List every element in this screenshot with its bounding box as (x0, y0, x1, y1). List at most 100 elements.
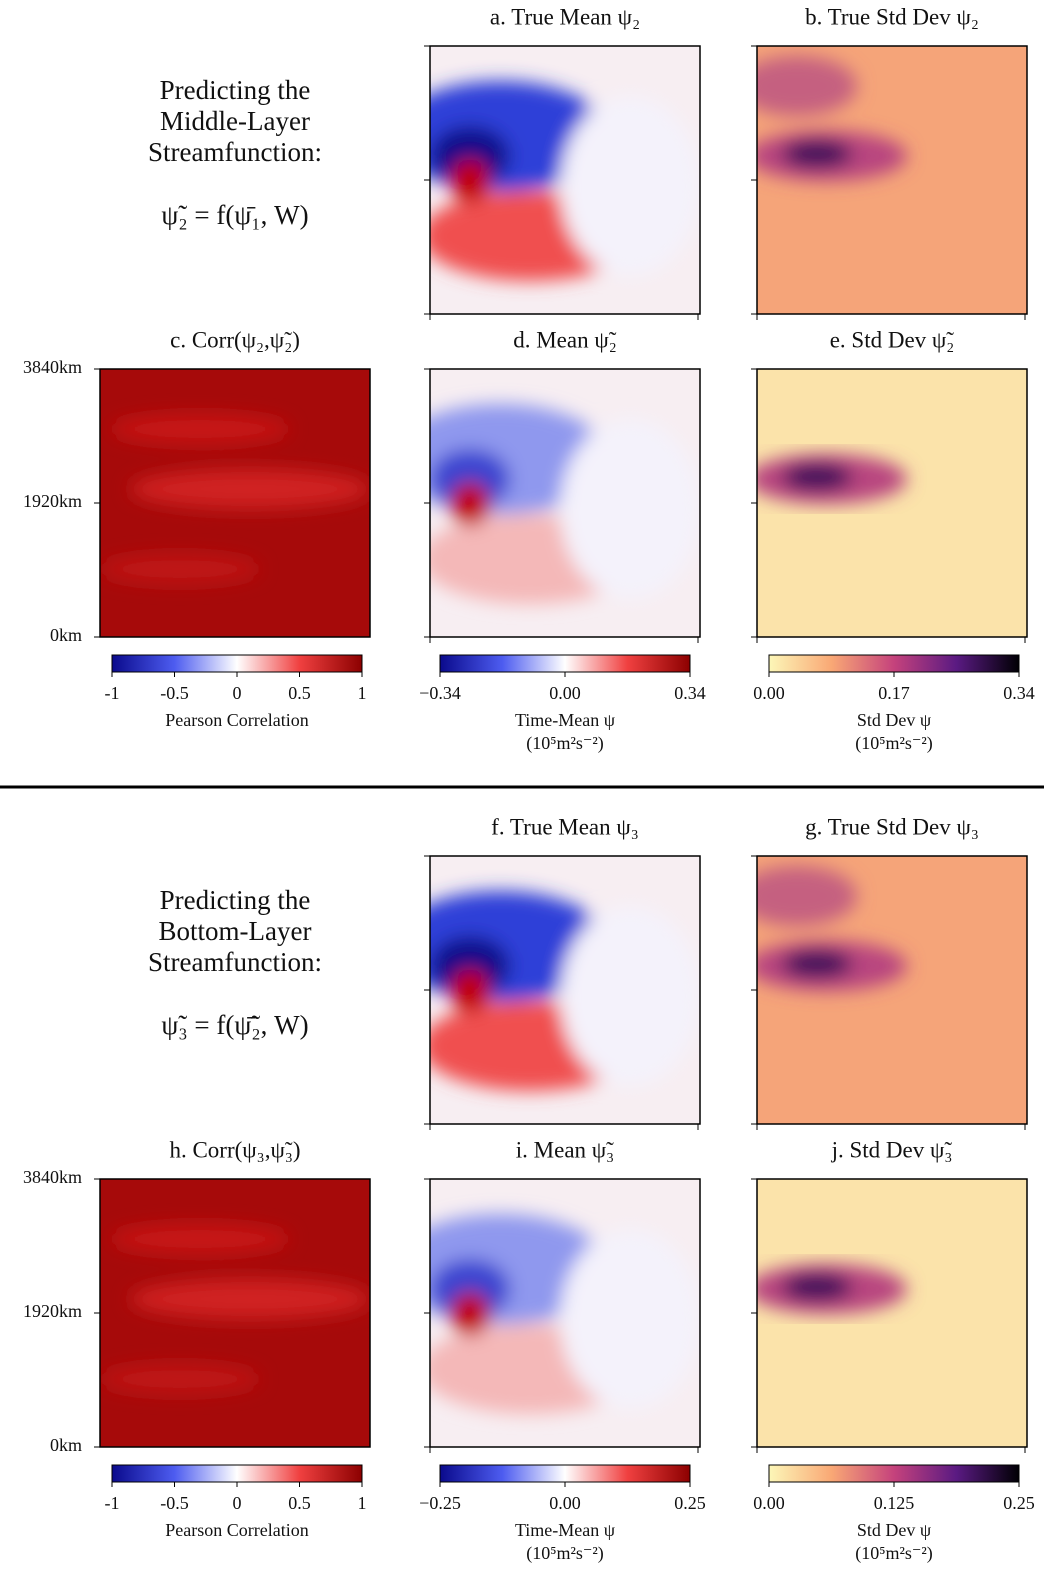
heatmap (757, 1179, 1027, 1447)
field-blobs (100, 1224, 370, 1394)
colorbar-tick-label: −0.25 (419, 1493, 461, 1513)
colorbar-tick-label: 1 (358, 1493, 367, 1513)
panel-title: g. True Std Dev ψ₃ (805, 814, 979, 839)
colorbar-tick-label: 0.34 (674, 683, 706, 703)
colorbar-label: Time-Mean ψ (515, 710, 616, 730)
colorbar (439, 1464, 691, 1483)
y-tick-label: 3840km (23, 1167, 82, 1187)
y-tick-label: 1920km (23, 491, 82, 511)
blob (430, 126, 510, 186)
panel-title: c. Corr(ψ₂,ψ̃₂) (170, 327, 300, 352)
y-tick-label: 0km (50, 625, 82, 645)
field-blobs (430, 891, 700, 1091)
colorbar-tick-label: 0.5 (288, 683, 311, 703)
colorbar-tick-label: 0 (233, 683, 242, 703)
panel-title: j. Std Dev ψ̃₃ (831, 1137, 953, 1162)
colorbar-tick-label: -0.5 (160, 683, 189, 703)
colorbar-tick-label: 0.25 (1003, 1493, 1035, 1513)
blob (130, 1279, 370, 1319)
colorbar-tick-label: -0.5 (160, 1493, 189, 1513)
heatmap (757, 369, 1027, 637)
blob (560, 1229, 700, 1409)
colorbar (439, 654, 691, 673)
heatmap (757, 856, 1027, 1124)
heading-line: Bottom-Layer (159, 916, 312, 946)
field-bg (757, 1179, 1027, 1447)
heatmap (430, 856, 700, 1124)
colorbar-units: (10⁵m²s⁻²) (526, 733, 604, 754)
heatmap (430, 46, 700, 314)
blob (450, 969, 490, 1013)
y-tick-label: 3840km (23, 357, 82, 377)
field-blobs (430, 404, 700, 604)
blob (782, 463, 852, 491)
y-tick-label: 1920km (23, 1301, 82, 1321)
equation: ψ̃₃ = f(ψ̄̃₂, W) (161, 1010, 308, 1040)
panel-title: b. True Std Dev ψ₂ (805, 4, 979, 29)
y-tick-label: 0km (50, 1435, 82, 1455)
blob (100, 554, 260, 584)
colorbar-label: Time-Mean ψ (515, 1520, 616, 1540)
field-blobs (757, 866, 907, 991)
blob (560, 419, 700, 599)
colorbar-label: Std Dev ψ (857, 1520, 932, 1540)
heatmap (430, 1179, 700, 1447)
field-bg (757, 369, 1027, 637)
field-blobs (430, 81, 700, 281)
colorbar-label: Pearson Correlation (165, 1520, 308, 1540)
colorbar-tick-label: 0.00 (549, 683, 581, 703)
panel-title: f. True Mean ψ₃ (491, 814, 639, 839)
blob (757, 56, 857, 116)
field-blobs (757, 56, 907, 181)
colorbar-units: (10⁵m²s⁻²) (855, 733, 933, 754)
field-blobs (757, 454, 907, 504)
heatmap (757, 46, 1027, 314)
panel-title: h. Corr(ψ₃,ψ̃₃) (169, 1137, 300, 1162)
blob (782, 950, 852, 978)
heading-line: Middle-Layer (160, 106, 310, 136)
blob (450, 159, 490, 203)
colorbar (768, 1464, 1020, 1483)
panel-title: d. Mean ψ̃₂ (513, 327, 617, 352)
blob (430, 1259, 510, 1319)
blob (430, 936, 510, 996)
field-blobs (100, 414, 370, 584)
colorbar-tick-label: 0.125 (874, 1493, 915, 1513)
blob (450, 482, 490, 526)
colorbar-tick-label: -1 (105, 683, 120, 703)
blob (450, 1292, 490, 1336)
blob (560, 906, 700, 1086)
colorbar-tick-label: 0 (233, 1493, 242, 1513)
panel-title: e. Std Dev ψ̃₂ (830, 327, 955, 352)
colorbar-label: Pearson Correlation (165, 710, 308, 730)
heading-line: Streamfunction: (148, 947, 322, 977)
blob (782, 1273, 852, 1301)
heatmap (100, 1179, 370, 1447)
colorbar-tick-label: -1 (105, 1493, 120, 1513)
heading-line: Predicting the (160, 885, 311, 915)
blob (100, 1364, 260, 1394)
blob (560, 96, 700, 276)
colorbar-tick-label: 0.34 (1003, 683, 1035, 703)
blob (430, 449, 510, 509)
field-blobs (757, 1264, 907, 1314)
colorbar-tick-label: 1 (358, 683, 367, 703)
panel-title: i. Mean ψ̃₃ (516, 1137, 614, 1162)
heatmap (100, 369, 370, 637)
colorbar (768, 654, 1020, 673)
colorbar (111, 654, 363, 673)
blob (110, 414, 290, 444)
blob (757, 866, 857, 926)
panel-title: a. True Mean ψ₂ (490, 4, 640, 29)
colorbar (111, 1464, 363, 1483)
heading-line: Predicting the (160, 75, 311, 105)
colorbar-tick-label: 0.00 (753, 683, 785, 703)
blob (130, 469, 370, 509)
field-blobs (430, 1214, 700, 1414)
colorbar-tick-label: 0.25 (674, 1493, 706, 1513)
equation: ψ̃₂ = f(ψ̄₁, W) (161, 200, 308, 230)
colorbar-tick-label: 0.00 (549, 1493, 581, 1513)
colorbar-label: Std Dev ψ (857, 710, 932, 730)
heading-line: Streamfunction: (148, 137, 322, 167)
